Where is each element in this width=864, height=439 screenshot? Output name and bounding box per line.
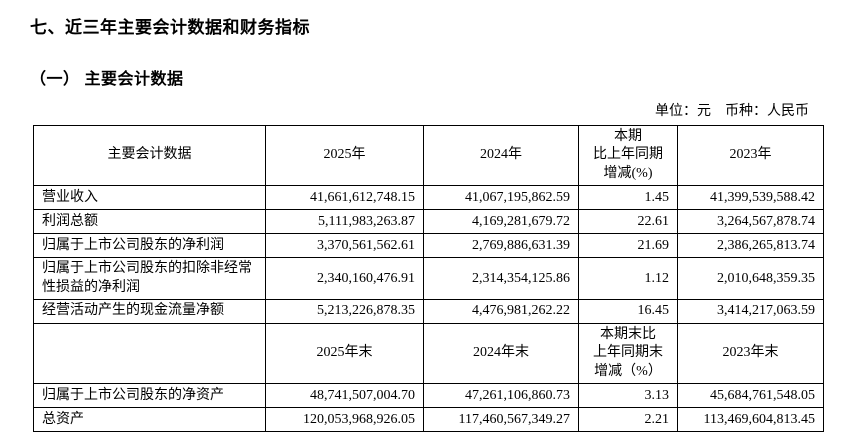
table-row-net-profit: 归属于上市公司股东的净利润 3,370,561,562.61 2,769,886… [33, 233, 824, 259]
value-change-pct: 21.69 [578, 233, 678, 259]
value-2023: 41,399,539,588.42 [677, 185, 824, 211]
table-row-total-profit: 利润总额 5,111,983,263.87 4,169,281,679.72 2… [33, 209, 824, 235]
header-metric-empty [33, 322, 266, 385]
value-2025-end: 120,053,968,926.05 [265, 407, 424, 433]
section-title: 七、近三年主要会计数据和财务指标 [30, 18, 310, 37]
value-change-pct: 22.61 [578, 209, 678, 235]
value-2023: 2,386,265,813.74 [677, 233, 824, 259]
header-metric: 主要会计数据 [33, 124, 266, 187]
value-2024-end: 47,261,106,860.73 [423, 383, 579, 409]
value-2025: 5,213,226,878.35 [265, 298, 424, 324]
header-2023: 2023年 [677, 124, 824, 187]
value-end-change-pct: 3.13 [578, 383, 678, 409]
header-2025: 2025年 [265, 124, 424, 187]
header-end-change-pct: 本期末比 上年同期末 增减（%） [578, 322, 678, 385]
unit-note: 单位：元 币种：人民币 [655, 104, 809, 119]
row-label: 归属于上市公司股东的扣除非经常性损益的净利润 [33, 257, 266, 300]
table-row-total-assets: 总资产 120,053,968,926.05 117,460,567,349.2… [33, 407, 824, 433]
value-2023-end: 45,684,761,548.05 [677, 383, 824, 409]
value-change-pct: 16.45 [578, 298, 678, 324]
value-2023: 2,010,648,359.35 [677, 257, 824, 300]
table-row-net-profit-excl-nonrecurring: 归属于上市公司股东的扣除非经常性损益的净利润 2,340,160,476.91 … [33, 257, 824, 300]
value-2023: 3,414,217,063.59 [677, 298, 824, 324]
table-row-net-assets: 归属于上市公司股东的净资产 48,741,507,004.70 47,261,1… [33, 383, 824, 409]
header-2024: 2024年 [423, 124, 579, 187]
accounting-data-table: 主要会计数据 2025年 2024年 本期 比上年同期 增减(%) 2023年 … [33, 124, 824, 433]
value-2024-end: 117,460,567,349.27 [423, 407, 579, 433]
value-2024: 41,067,195,862.59 [423, 185, 579, 211]
row-label: 营业收入 [33, 185, 266, 211]
value-change-pct: 1.12 [578, 257, 678, 300]
value-2023: 3,264,567,878.74 [677, 209, 824, 235]
value-2024: 4,476,981,262.22 [423, 298, 579, 324]
value-2023-end: 113,469,604,813.45 [677, 407, 824, 433]
header-change-pct: 本期 比上年同期 增减(%) [578, 124, 678, 187]
value-2024: 2,769,886,631.39 [423, 233, 579, 259]
table-header-period: 主要会计数据 2025年 2024年 本期 比上年同期 增减(%) 2023年 [33, 124, 824, 187]
table-row-operating-cash-flow: 经营活动产生的现金流量净额 5,213,226,878.35 4,476,981… [33, 298, 824, 324]
value-2025: 2,340,160,476.91 [265, 257, 424, 300]
value-2024: 4,169,281,679.72 [423, 209, 579, 235]
table-header-yearend: 2025年末 2024年末 本期末比 上年同期末 增减（%） 2023年末 [33, 322, 824, 385]
value-2025-end: 48,741,507,004.70 [265, 383, 424, 409]
row-label: 归属于上市公司股东的净资产 [33, 383, 266, 409]
value-end-change-pct: 2.21 [578, 407, 678, 433]
row-label: 总资产 [33, 407, 266, 433]
value-2025: 3,370,561,562.61 [265, 233, 424, 259]
value-2025: 41,661,612,748.15 [265, 185, 424, 211]
header-2025-end: 2025年末 [265, 322, 424, 385]
value-2024: 2,314,354,125.86 [423, 257, 579, 300]
row-label: 利润总额 [33, 209, 266, 235]
row-label: 经营活动产生的现金流量净额 [33, 298, 266, 324]
subsection-title: （一） 主要会计数据 [30, 71, 184, 88]
table-row-revenue: 营业收入 41,661,612,748.15 41,067,195,862.59… [33, 185, 824, 211]
value-2025: 5,111,983,263.87 [265, 209, 424, 235]
header-2023-end: 2023年末 [677, 322, 824, 385]
report-page: 七、近三年主要会计数据和财务指标 （一） 主要会计数据 单位：元 币种：人民币 … [0, 13, 864, 439]
header-2024-end: 2024年末 [423, 322, 579, 385]
row-label: 归属于上市公司股东的净利润 [33, 233, 266, 259]
value-change-pct: 1.45 [578, 185, 678, 211]
